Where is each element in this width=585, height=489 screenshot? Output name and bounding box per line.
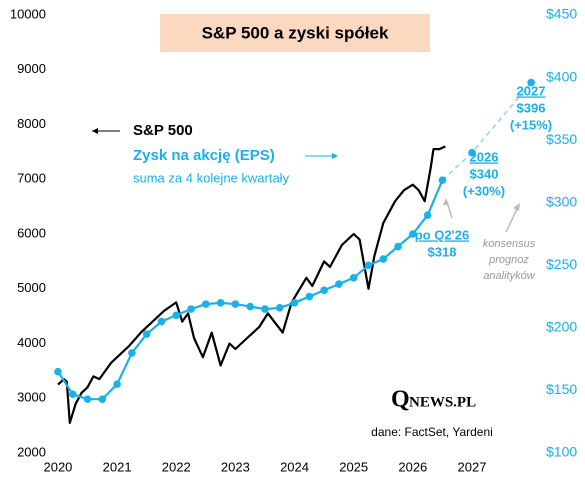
point <box>305 292 314 301</box>
legend-entry: S&P 500 <box>133 122 193 139</box>
annotation: $340 <box>470 166 499 181</box>
chart-title: S&P 500 a zyski spółek <box>202 23 389 42</box>
point <box>83 395 92 403</box>
point <box>172 311 181 320</box>
point <box>275 304 284 312</box>
point <box>468 148 476 157</box>
x-tick-label: 2026 <box>398 459 427 474</box>
point <box>216 299 225 307</box>
x-tick-label: 2025 <box>339 459 368 474</box>
point <box>246 302 254 311</box>
annotation: $396 <box>517 100 546 115</box>
annotation: 2026 <box>470 149 499 164</box>
point <box>409 230 417 238</box>
y-tick-label: 4000 <box>17 335 46 350</box>
y-tick-label: 2000 <box>17 444 46 459</box>
point <box>349 274 358 282</box>
point <box>187 305 195 313</box>
point <box>157 317 166 326</box>
logo-text: NEWS.PL <box>409 394 476 410</box>
legend-note: suma za 4 kolejne kwartały <box>133 170 290 185</box>
title-box <box>160 14 430 52</box>
y-tick-label: 9000 <box>17 61 46 76</box>
consensus-note: analityków <box>483 270 535 282</box>
logo-q: Q <box>391 387 410 413</box>
y2-tick-label: $350 <box>546 131 577 147</box>
point <box>423 211 432 220</box>
x-tick-label: 2027 <box>458 459 487 474</box>
line-series <box>57 145 446 424</box>
consensus-note: prognoz <box>488 254 529 266</box>
pointer-arrow-head <box>513 203 520 211</box>
point <box>290 299 299 307</box>
source: dane: FactSet, Yardeni <box>371 425 493 439</box>
point <box>142 330 151 338</box>
point <box>394 242 402 251</box>
x-tick-label: 2021 <box>103 459 132 474</box>
point <box>527 78 535 87</box>
y2-tick-label: $250 <box>546 256 577 272</box>
annotation: (+15%) <box>510 117 552 132</box>
annotation: (+30%) <box>463 183 505 198</box>
point <box>128 349 136 357</box>
y2-tick-label: $200 <box>546 319 577 335</box>
annotation: 2027 <box>517 83 546 98</box>
y2-tick-label: $150 <box>546 381 577 397</box>
pointer-arrow <box>505 206 519 233</box>
x-tick-label: 2024 <box>280 459 309 474</box>
x-tick-label: 2022 <box>162 459 191 474</box>
consensus-note: konsensus <box>483 238 536 250</box>
annotation: $318 <box>428 244 457 259</box>
y-tick-label: 6000 <box>17 225 46 240</box>
point <box>379 255 388 263</box>
legend-arrow-head <box>332 153 338 159</box>
y-tick-label: 10000 <box>10 6 46 21</box>
pointer-arrow-head <box>443 198 449 205</box>
point <box>98 395 107 403</box>
legend-arrow-head <box>92 128 98 134</box>
y2-tick-label: $100 <box>546 444 577 460</box>
y-tick-label: 3000 <box>17 390 46 405</box>
point <box>54 367 62 376</box>
point <box>113 380 121 388</box>
y2-tick-label: $450 <box>546 6 577 22</box>
line-series <box>57 179 444 401</box>
y2-tick-label: $300 <box>546 193 577 209</box>
annotation: po Q2'26 <box>415 227 469 242</box>
point <box>335 280 343 288</box>
y-tick-label: 5000 <box>17 280 46 295</box>
y-tick-label: 8000 <box>17 116 46 131</box>
y-tick-label: 7000 <box>17 171 46 186</box>
legend-entry: Zysk na akcję (EPS) <box>133 147 275 164</box>
x-tick-label: 2023 <box>221 459 250 474</box>
y2-tick-label: $400 <box>546 68 577 84</box>
point <box>68 390 77 398</box>
point <box>364 261 373 270</box>
point <box>438 176 447 184</box>
point <box>261 305 269 313</box>
point <box>231 300 240 308</box>
point <box>320 286 328 295</box>
point <box>202 300 210 308</box>
x-tick-label: 2020 <box>43 459 72 474</box>
